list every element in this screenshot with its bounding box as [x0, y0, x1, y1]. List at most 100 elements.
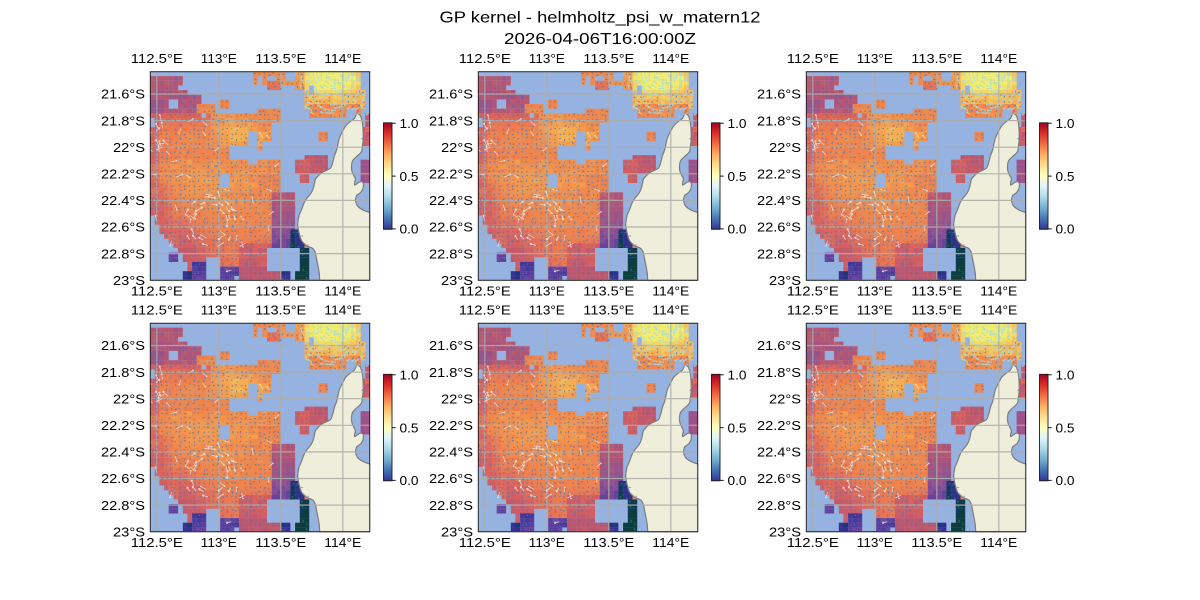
- svg-text:114°E: 114°E: [652, 284, 689, 299]
- svg-text:113°E: 113°E: [857, 51, 893, 66]
- svg-text:114°E: 114°E: [324, 303, 361, 318]
- svg-text:1.0: 1.0: [1056, 116, 1075, 131]
- svg-text:22.6°S: 22.6°S: [101, 471, 145, 486]
- svg-text:114°E: 114°E: [324, 284, 361, 299]
- svg-text:112.5°E: 112.5°E: [459, 51, 511, 66]
- svg-text:0.0: 0.0: [400, 221, 419, 236]
- svg-text:2026-04-06T16:00:00Z: 2026-04-06T16:00:00Z: [504, 31, 696, 48]
- svg-text:22.4°S: 22.4°S: [101, 445, 145, 460]
- svg-text:113.5°E: 113.5°E: [583, 51, 634, 66]
- svg-text:112.5°E: 112.5°E: [787, 284, 839, 299]
- svg-text:22.2°S: 22.2°S: [429, 167, 473, 182]
- svg-text:21.6°S: 21.6°S: [101, 338, 145, 353]
- svg-text:22.8°S: 22.8°S: [429, 498, 473, 513]
- svg-text:113.5°E: 113.5°E: [255, 535, 306, 550]
- svg-text:114°E: 114°E: [980, 51, 1017, 66]
- svg-text:112.5°E: 112.5°E: [131, 303, 183, 318]
- svg-text:22.6°S: 22.6°S: [757, 471, 801, 486]
- svg-text:112.5°E: 112.5°E: [787, 303, 839, 318]
- svg-text:113°E: 113°E: [201, 303, 237, 318]
- svg-text:113°E: 113°E: [201, 284, 237, 299]
- svg-text:23°S: 23°S: [113, 524, 145, 539]
- svg-text:22.6°S: 22.6°S: [429, 220, 473, 235]
- svg-text:22.2°S: 22.2°S: [101, 418, 145, 433]
- svg-text:21.6°S: 21.6°S: [101, 87, 145, 102]
- svg-text:113.5°E: 113.5°E: [911, 535, 962, 550]
- svg-text:1.0: 1.0: [400, 116, 419, 131]
- svg-text:0.5: 0.5: [728, 169, 747, 184]
- svg-text:21.6°S: 21.6°S: [757, 87, 801, 102]
- svg-text:GP kernel - helmholtz_psi_w_ma: GP kernel - helmholtz_psi_w_matern12: [440, 10, 761, 27]
- svg-text:0.0: 0.0: [1056, 221, 1075, 236]
- svg-text:112.5°E: 112.5°E: [787, 51, 839, 66]
- svg-text:113°E: 113°E: [529, 535, 565, 550]
- svg-text:0.0: 0.0: [400, 473, 419, 488]
- svg-text:22.8°S: 22.8°S: [429, 246, 473, 261]
- svg-text:0.5: 0.5: [400, 420, 419, 435]
- svg-text:22.4°S: 22.4°S: [101, 193, 145, 208]
- svg-text:0.5: 0.5: [728, 420, 747, 435]
- svg-text:113.5°E: 113.5°E: [583, 535, 634, 550]
- svg-text:113°E: 113°E: [201, 51, 237, 66]
- svg-text:0.0: 0.0: [1056, 473, 1075, 488]
- svg-text:113°E: 113°E: [529, 51, 565, 66]
- svg-text:22°S: 22°S: [113, 140, 145, 155]
- svg-text:113°E: 113°E: [201, 535, 237, 550]
- svg-text:23°S: 23°S: [769, 273, 801, 288]
- svg-text:1.0: 1.0: [728, 116, 747, 131]
- svg-text:21.8°S: 21.8°S: [101, 365, 145, 380]
- svg-text:22.6°S: 22.6°S: [101, 220, 145, 235]
- svg-text:113°E: 113°E: [857, 535, 893, 550]
- svg-text:112.5°E: 112.5°E: [459, 284, 511, 299]
- svg-text:0.5: 0.5: [1056, 169, 1075, 184]
- svg-text:112.5°E: 112.5°E: [131, 51, 183, 66]
- svg-text:22°S: 22°S: [113, 391, 145, 406]
- svg-text:113°E: 113°E: [857, 303, 893, 318]
- svg-text:114°E: 114°E: [652, 51, 689, 66]
- svg-text:22.8°S: 22.8°S: [101, 246, 145, 261]
- svg-text:21.8°S: 21.8°S: [429, 365, 473, 380]
- svg-text:114°E: 114°E: [980, 284, 1017, 299]
- svg-text:0.5: 0.5: [1056, 420, 1075, 435]
- svg-text:113.5°E: 113.5°E: [911, 284, 962, 299]
- svg-text:21.6°S: 21.6°S: [429, 338, 473, 353]
- svg-text:112.5°E: 112.5°E: [459, 535, 511, 550]
- svg-text:113.5°E: 113.5°E: [911, 303, 962, 318]
- svg-text:112.5°E: 112.5°E: [131, 284, 183, 299]
- svg-text:114°E: 114°E: [324, 535, 361, 550]
- svg-text:22.2°S: 22.2°S: [757, 418, 801, 433]
- svg-text:113.5°E: 113.5°E: [255, 51, 306, 66]
- svg-text:22°S: 22°S: [441, 140, 473, 155]
- svg-text:113.5°E: 113.5°E: [255, 284, 306, 299]
- svg-text:22.6°S: 22.6°S: [757, 220, 801, 235]
- svg-text:113.5°E: 113.5°E: [583, 303, 634, 318]
- svg-text:22.4°S: 22.4°S: [429, 193, 473, 208]
- svg-text:21.8°S: 21.8°S: [757, 113, 801, 128]
- svg-text:0.5: 0.5: [400, 169, 419, 184]
- svg-text:113°E: 113°E: [529, 303, 565, 318]
- svg-text:1.0: 1.0: [1056, 367, 1075, 382]
- svg-text:113.5°E: 113.5°E: [911, 51, 962, 66]
- svg-text:21.8°S: 21.8°S: [101, 113, 145, 128]
- svg-text:21.8°S: 21.8°S: [757, 365, 801, 380]
- svg-text:1.0: 1.0: [400, 367, 419, 382]
- svg-text:22.2°S: 22.2°S: [757, 167, 801, 182]
- svg-text:21.6°S: 21.6°S: [429, 87, 473, 102]
- svg-text:22.8°S: 22.8°S: [757, 246, 801, 261]
- svg-text:22.8°S: 22.8°S: [101, 498, 145, 513]
- svg-text:22.6°S: 22.6°S: [429, 471, 473, 486]
- svg-text:0.0: 0.0: [728, 473, 747, 488]
- svg-text:22.4°S: 22.4°S: [429, 445, 473, 460]
- svg-text:23°S: 23°S: [113, 273, 145, 288]
- svg-text:23°S: 23°S: [441, 524, 473, 539]
- svg-text:1.0: 1.0: [728, 367, 747, 382]
- svg-text:22.2°S: 22.2°S: [429, 418, 473, 433]
- svg-text:21.8°S: 21.8°S: [429, 113, 473, 128]
- svg-text:22°S: 22°S: [769, 391, 801, 406]
- svg-text:22.4°S: 22.4°S: [757, 445, 801, 460]
- svg-text:114°E: 114°E: [324, 51, 361, 66]
- svg-text:21.6°S: 21.6°S: [757, 338, 801, 353]
- svg-text:114°E: 114°E: [980, 535, 1017, 550]
- svg-text:112.5°E: 112.5°E: [787, 535, 839, 550]
- svg-text:22.2°S: 22.2°S: [101, 167, 145, 182]
